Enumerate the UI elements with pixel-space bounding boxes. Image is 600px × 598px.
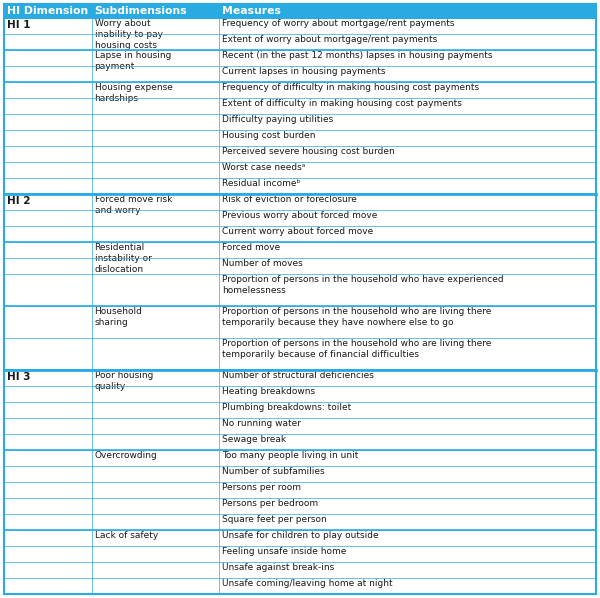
Text: Proportion of persons in the household who are living there
temporarily because : Proportion of persons in the household w… <box>222 340 491 359</box>
Text: Square feet per person: Square feet per person <box>222 515 326 524</box>
Text: Difficulty paying utilities: Difficulty paying utilities <box>222 115 333 124</box>
Bar <box>4 162 596 178</box>
Text: Unsafe against break-ins: Unsafe against break-ins <box>222 563 334 572</box>
Text: HI 1: HI 1 <box>7 20 31 29</box>
Text: Measures: Measures <box>222 6 281 16</box>
Bar <box>4 562 596 578</box>
Bar <box>4 210 596 226</box>
Text: Extent of worry about mortgage/rent payments: Extent of worry about mortgage/rent paym… <box>222 35 437 44</box>
Text: Number of structural deficiencies: Number of structural deficiencies <box>222 371 374 380</box>
Bar <box>4 450 596 466</box>
Text: Overcrowding: Overcrowding <box>95 451 157 460</box>
Bar <box>4 242 596 258</box>
Bar <box>4 194 596 210</box>
Bar <box>4 514 596 530</box>
Bar <box>4 82 596 98</box>
Text: Number of moves: Number of moves <box>222 260 302 269</box>
Bar <box>4 546 596 562</box>
Bar <box>4 98 596 114</box>
Text: Current worry about forced move: Current worry about forced move <box>222 227 373 236</box>
Bar <box>4 4 596 18</box>
Bar <box>4 338 596 370</box>
Bar <box>4 258 596 274</box>
Bar <box>4 130 596 146</box>
Text: HI Dimension: HI Dimension <box>7 6 88 16</box>
Text: Unsafe coming/leaving home at night: Unsafe coming/leaving home at night <box>222 579 392 588</box>
Text: Current lapses in housing payments: Current lapses in housing payments <box>222 68 385 77</box>
Text: Perceived severe housing cost burden: Perceived severe housing cost burden <box>222 148 395 157</box>
Text: Feeling unsafe inside home: Feeling unsafe inside home <box>222 548 346 557</box>
Bar <box>4 498 596 514</box>
Bar <box>4 66 596 82</box>
Bar <box>4 578 596 594</box>
Text: Number of subfamilies: Number of subfamilies <box>222 468 325 477</box>
Text: Worry about
inability to pay
housing costs: Worry about inability to pay housing cos… <box>95 20 163 50</box>
Bar <box>4 386 596 402</box>
Text: Plumbing breakdowns: toilet: Plumbing breakdowns: toilet <box>222 404 351 413</box>
Bar <box>4 482 596 498</box>
Text: Sewage break: Sewage break <box>222 435 286 444</box>
Text: Worst case needsᵃ: Worst case needsᵃ <box>222 163 305 172</box>
Text: Extent of difficulty in making housing cost payments: Extent of difficulty in making housing c… <box>222 99 462 108</box>
Text: Lapse in housing
payment: Lapse in housing payment <box>95 51 171 71</box>
Bar <box>4 466 596 482</box>
Bar <box>4 274 596 306</box>
Text: Lack of safety: Lack of safety <box>95 532 158 541</box>
Bar <box>4 178 596 194</box>
Bar <box>4 114 596 130</box>
Bar <box>4 370 596 386</box>
Text: Forced move: Forced move <box>222 243 280 252</box>
Bar <box>4 18 596 34</box>
Text: Too many people living in unit: Too many people living in unit <box>222 451 358 460</box>
Text: Risk of eviction or foreclosure: Risk of eviction or foreclosure <box>222 196 357 205</box>
Text: No running water: No running water <box>222 420 301 429</box>
Bar <box>4 306 596 338</box>
Bar <box>4 530 596 546</box>
Text: HI 3: HI 3 <box>7 371 31 382</box>
Text: Proportion of persons in the household who are living there
temporarily because : Proportion of persons in the household w… <box>222 307 491 327</box>
Bar <box>4 434 596 450</box>
Bar <box>4 226 596 242</box>
Text: Housing cost burden: Housing cost burden <box>222 132 316 141</box>
Bar <box>4 50 596 66</box>
Text: Previous worry about forced move: Previous worry about forced move <box>222 212 377 221</box>
Text: Recent (in the past 12 months) lapses in housing payments: Recent (in the past 12 months) lapses in… <box>222 51 493 60</box>
Text: Poor housing
quality: Poor housing quality <box>95 371 153 391</box>
Text: Frequency of worry about mortgage/rent payments: Frequency of worry about mortgage/rent p… <box>222 20 454 29</box>
Bar <box>4 402 596 418</box>
Text: Unsafe for children to play outside: Unsafe for children to play outside <box>222 532 379 541</box>
Text: Proportion of persons in the household who have experienced
homelessness: Proportion of persons in the household w… <box>222 276 503 295</box>
Text: Residual incomeᵇ: Residual incomeᵇ <box>222 179 300 188</box>
Text: Subdimensions: Subdimensions <box>95 6 187 16</box>
Text: Heating breakdowns: Heating breakdowns <box>222 388 315 396</box>
Text: Residential
instability or
dislocation: Residential instability or dislocation <box>95 243 151 274</box>
Text: Forced move risk
and worry: Forced move risk and worry <box>95 196 172 215</box>
Text: Frequency of difficulty in making housing cost payments: Frequency of difficulty in making housin… <box>222 84 479 93</box>
Text: Household
sharing: Household sharing <box>95 307 142 327</box>
Text: Persons per bedroom: Persons per bedroom <box>222 499 318 508</box>
Bar <box>4 146 596 162</box>
Text: Persons per room: Persons per room <box>222 484 301 493</box>
Bar <box>4 418 596 434</box>
Bar <box>4 34 596 50</box>
Text: Housing expense
hardships: Housing expense hardships <box>95 84 172 103</box>
Text: HI 2: HI 2 <box>7 196 31 206</box>
